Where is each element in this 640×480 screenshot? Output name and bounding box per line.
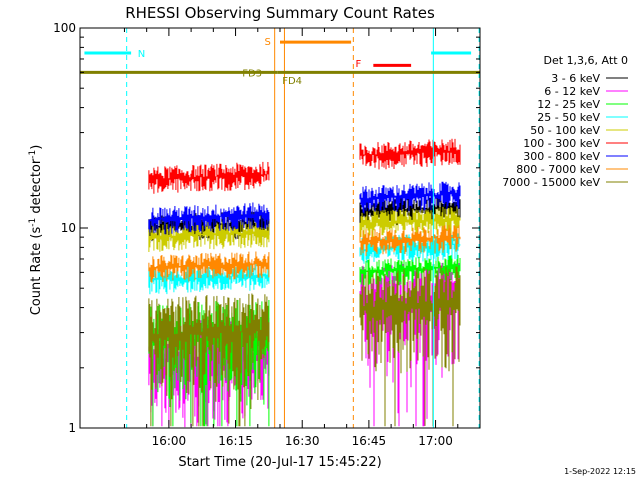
legend-label-2: 12 - 25 keV — [537, 98, 600, 111]
flag-label-2: S — [264, 37, 270, 48]
legend-label-8: 7000 - 15000 keV — [502, 176, 600, 189]
series-trace-7-segment-1 — [359, 224, 461, 256]
y-axis-label-sup2: -1 — [28, 150, 38, 159]
flag-label-4: FD3 — [242, 68, 262, 79]
legend-header: Det 1,3,6, Att 0 — [544, 54, 628, 67]
series-trace-4-segment-1 — [359, 206, 461, 239]
chart-title: RHESSI Observing Summary Count Rates — [125, 4, 435, 22]
legend-label-0: 3 - 6 keV — [551, 72, 600, 85]
flag-label-5: FD4 — [282, 76, 302, 87]
x-axis-label: Start Time (20-Jul-17 15:45:22) — [178, 455, 381, 470]
plot-area: N S F FD3 FD4 16:00 16:15 16:30 16:45 17:00 1 10 10… — [53, 21, 481, 448]
legend-label-4: 50 - 100 keV — [530, 124, 600, 137]
series-trace-6-segment-1 — [359, 181, 461, 214]
x-tick-label-3: 16:45 — [352, 434, 387, 448]
legend-label-6: 300 - 800 keV — [523, 150, 600, 163]
series-trace-2-segment-1 — [359, 254, 461, 286]
data-layer — [148, 138, 461, 428]
series-trace-8-segment-1 — [359, 265, 461, 427]
legend-label-3: 25 - 50 keV — [537, 111, 600, 124]
flag-bars: N S F FD3 FD4 — [80, 37, 480, 87]
series-trace-5-segment-1 — [359, 138, 461, 170]
flag-label-3: F — [356, 59, 362, 70]
x-tick-label-0: 16:00 — [152, 434, 187, 448]
y-axis-label-sup: -1 — [28, 218, 38, 227]
y-axis-label-end: ) — [29, 145, 44, 150]
y-axis-label: Count Rate (s-1 detector-1) — [28, 145, 44, 316]
y-tick-label-2: 100 — [53, 21, 76, 35]
y-axis-label-main: Count Rate (s — [29, 227, 44, 316]
series-trace-4-segment-0 — [148, 220, 270, 252]
footer-timestamp: 1-Sep-2022 12:15 — [564, 467, 636, 476]
legend-label-7: 800 - 7000 keV — [516, 163, 600, 176]
y-tick-label-0: 1 — [68, 421, 76, 435]
legend-label-1: 6 - 12 keV — [544, 85, 600, 98]
series-trace-6-segment-0 — [148, 202, 270, 235]
flag-label-0: N — [138, 49, 145, 60]
legend-label-5: 100 - 300 keV — [523, 137, 600, 150]
y-axis-label-mid: detector — [29, 158, 44, 218]
x-tick-label-1: 16:15 — [218, 434, 253, 448]
vertical-markers — [79, 28, 480, 428]
series-trace-5-segment-0 — [148, 161, 270, 194]
x-tick-label-4: 17:00 — [418, 434, 453, 448]
axis-ticks: 16:00 16:15 16:30 16:45 17:00 1 10 100 — [53, 21, 481, 448]
x-tick-label-2: 16:30 — [285, 434, 320, 448]
y-tick-label-1: 10 — [61, 221, 76, 235]
series-trace-7-segment-0 — [148, 251, 270, 283]
series-trace-8-segment-0 — [148, 293, 270, 427]
